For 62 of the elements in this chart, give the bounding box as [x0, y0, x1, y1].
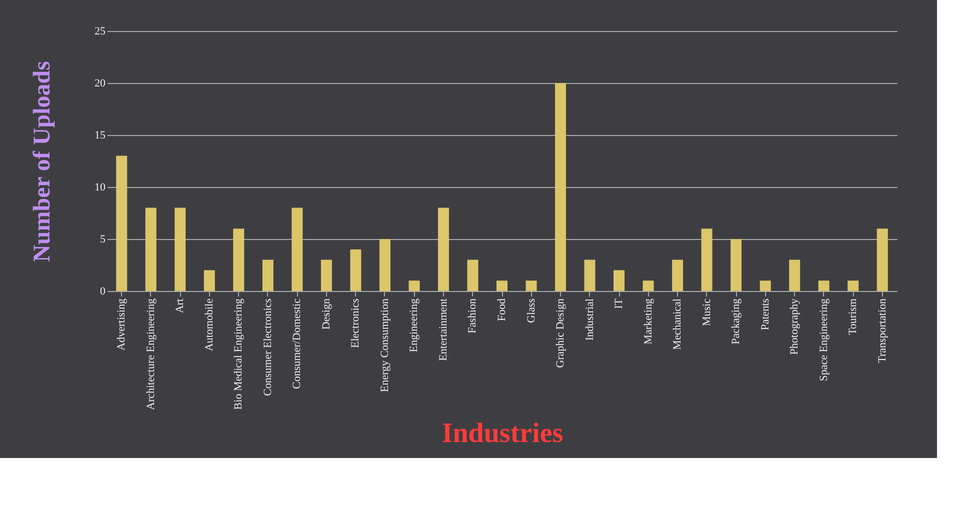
x-tick-label: Energy Consumption: [378, 298, 391, 392]
bar: [760, 280, 771, 291]
y-tick-label: 10: [94, 182, 106, 194]
y-tick-label: 25: [94, 26, 106, 38]
bar: [848, 280, 859, 291]
x-tick-label: Space Engineering: [818, 298, 830, 382]
bar: [408, 280, 420, 291]
x-tick-label: Advertising: [116, 298, 128, 350]
x-tick-label: Glass: [525, 298, 538, 323]
x-tick-label: Art: [174, 298, 186, 314]
x-tick-label: Tourism: [847, 298, 860, 336]
bar: [496, 280, 508, 291]
bar: [438, 208, 449, 291]
x-tick-label: Entertainment: [437, 298, 450, 361]
x-tick-label: Transportation: [876, 298, 888, 363]
y-tick-label: 15: [94, 130, 106, 142]
x-tick-label: Marketing: [642, 298, 654, 344]
bar: [145, 208, 156, 291]
bar: [320, 260, 332, 291]
x-tick-label: Packaging: [730, 298, 742, 344]
x-tick-label: Design: [320, 298, 332, 330]
y-tick-label: 5: [100, 234, 106, 246]
x-tick-label: Mechanical: [672, 298, 684, 350]
bar: [116, 156, 128, 291]
bar: [701, 228, 712, 291]
x-tick-label: Patents: [759, 298, 772, 330]
bar: [730, 239, 742, 291]
x-tick-label: Industrial: [584, 298, 596, 341]
x-tick-label: Music: [700, 298, 713, 326]
bar: [555, 83, 566, 291]
bar: [526, 280, 537, 291]
bar: [174, 208, 186, 291]
x-axis-title: Industries: [442, 418, 564, 449]
x-tick-label: Consumer/Domestic: [291, 298, 304, 389]
x-tick-label: Food: [496, 298, 508, 322]
bar: [614, 270, 625, 291]
x-tick-label: Electronics: [350, 298, 362, 348]
y-axis-title: Number of Uploads: [30, 61, 56, 262]
bar: [672, 260, 684, 291]
bar: [467, 260, 478, 291]
bar: [789, 260, 800, 291]
x-tick-label: Automobile: [203, 298, 216, 352]
x-tick-label: IT: [613, 298, 626, 309]
x-tick-label: Consumer Electronics: [262, 298, 274, 396]
x-tick-label: Architecture Engineering: [144, 298, 157, 410]
bar: [876, 228, 888, 291]
bar: [584, 260, 596, 291]
bar: [292, 208, 303, 291]
bar: [204, 270, 215, 291]
bar: [233, 228, 244, 291]
y-tick-label: 0: [100, 286, 106, 298]
bar: [350, 249, 362, 291]
x-tick-label: Engineering: [408, 298, 420, 352]
x-tick-label: Photography: [788, 298, 801, 355]
bar: [818, 280, 830, 291]
x-tick-label: Graphic Design: [554, 298, 567, 368]
y-tick-label: 20: [94, 78, 106, 90]
bar: [642, 280, 654, 291]
x-tick-label: Bio Medical Engineering: [232, 298, 245, 410]
bar: [262, 260, 274, 291]
x-tick-label: Fashion: [466, 298, 479, 334]
bar: [379, 239, 390, 291]
